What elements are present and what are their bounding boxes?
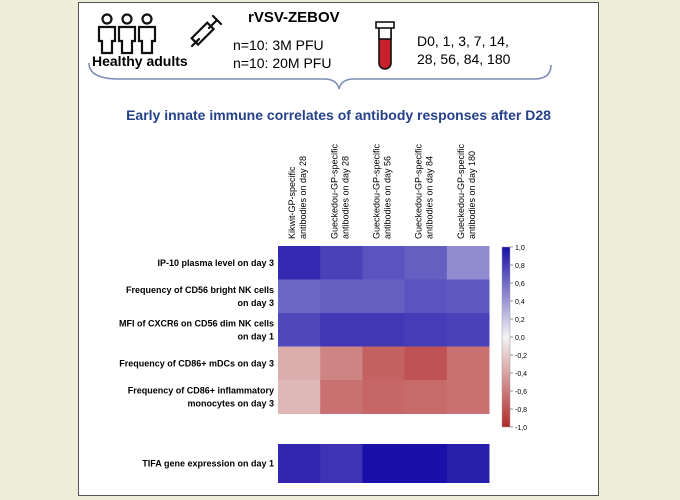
column-label: Kikwit-GP-specific	[287, 166, 297, 239]
column-label: antibodies on day 180	[467, 151, 477, 239]
blood-tube-icon	[375, 21, 395, 70]
heatmap-cell	[362, 313, 406, 347]
column-label: antibodies on day 56	[383, 156, 393, 239]
row-label: IP-10 plasma level on day 3	[157, 258, 274, 268]
row-label: monocytes on day 3	[187, 398, 274, 408]
heatmap-cell	[446, 279, 490, 314]
figure-card: Healthy adults rVSV-ZEBOV n=10: 3M PFU n…	[78, 2, 599, 496]
tifa-cell	[362, 444, 406, 483]
heatmap-cell	[362, 279, 406, 314]
dose-line-1: n=10: 3M PFU	[233, 37, 324, 53]
group-label: Healthy adults	[92, 53, 188, 69]
heatmap-cell	[446, 346, 490, 381]
row-label: on day 3	[237, 298, 274, 308]
heatmap-cell	[320, 246, 363, 280]
heatmap-cell	[278, 346, 321, 381]
colorbar-tick-label: 0,2	[515, 317, 525, 324]
dose-line-2: n=10: 20M PFU	[233, 55, 332, 71]
colorbar-tick-label: 0,4	[515, 299, 525, 306]
colorbar-tick-label: -0,2	[515, 353, 527, 360]
figure-heading: Early innate immune correlates of antibo…	[126, 107, 551, 123]
colorbar-tick-label: -0,6	[515, 389, 527, 396]
column-label: antibodies on day 28	[340, 156, 350, 239]
colorbar-tick-label: 0,8	[515, 263, 525, 270]
row-label: on day 1	[237, 331, 274, 341]
people-icon	[97, 13, 157, 55]
row-label: Frequency of CD86+ mDCs on day 3	[119, 358, 274, 368]
heatmap-cell	[320, 380, 363, 414]
heatmap-cell	[278, 279, 321, 314]
heatmap-cell	[446, 380, 490, 414]
colorbar-tick-label: 1,0	[515, 245, 525, 252]
colorbar-tick-label: -0,8	[515, 407, 527, 414]
heatmap-cell	[362, 246, 406, 280]
heatmap-cell	[404, 313, 448, 347]
tifa-cell	[446, 444, 490, 483]
tifa-cell	[320, 444, 363, 483]
heatmap-cell	[404, 380, 448, 414]
heatmap-cell	[278, 313, 321, 347]
vaccine-name: rVSV-ZEBOV	[248, 9, 340, 26]
heatmap-cell	[404, 246, 448, 280]
colorbar-tick-label: 0,6	[515, 281, 525, 288]
column-label: antibodies on day 84	[425, 156, 435, 239]
column-label: Gueckedou-GP-specific	[372, 143, 382, 239]
bracket-line	[88, 62, 552, 90]
column-label: Gueckedou-GP-specific	[456, 143, 466, 239]
sampling-line-1: D0, 1, 3, 7, 14,	[417, 33, 509, 49]
colorbar	[501, 246, 511, 428]
heatmap-cell	[362, 380, 406, 414]
heatmap-cell	[320, 346, 363, 381]
column-label: antibodies on day 28	[298, 156, 308, 239]
tifa-cell	[404, 444, 448, 483]
colorbar-tick-label: 0,0	[515, 335, 525, 342]
colorbar-tick-label: -0,4	[515, 371, 527, 378]
heatmap-cell	[362, 346, 406, 381]
heatmap-cell	[404, 346, 448, 381]
heatmap-cell	[446, 246, 490, 280]
correlation-heatmap: Kikwit-GP-specific antibodies on day 28 Gu…	[119, 143, 527, 483]
heatmap-cell	[404, 279, 448, 314]
column-label: Gueckedou-GP-specific	[414, 143, 424, 239]
row-label: MFI of CXCR6 on CD56 dim NK cells	[119, 318, 274, 328]
heatmap-cell	[446, 313, 490, 347]
tifa-row-label: TIFA gene expression on day 1	[142, 459, 274, 469]
heatmap-cell	[320, 279, 363, 314]
heatmap-cell	[278, 380, 321, 414]
column-label: Gueckedou-GP-specific	[329, 143, 339, 239]
sampling-line-2: 28, 56, 84, 180	[417, 51, 511, 67]
syringe-icon	[190, 14, 223, 48]
tifa-cell	[278, 444, 321, 483]
row-label: Frequency of CD86+ inflammatory	[128, 385, 274, 395]
heatmap-cell	[278, 246, 321, 280]
heatmap-cell	[320, 313, 363, 347]
row-label: Frequency of CD56 bright NK cells	[126, 285, 274, 295]
colorbar-tick-label: -1,0	[515, 425, 527, 432]
